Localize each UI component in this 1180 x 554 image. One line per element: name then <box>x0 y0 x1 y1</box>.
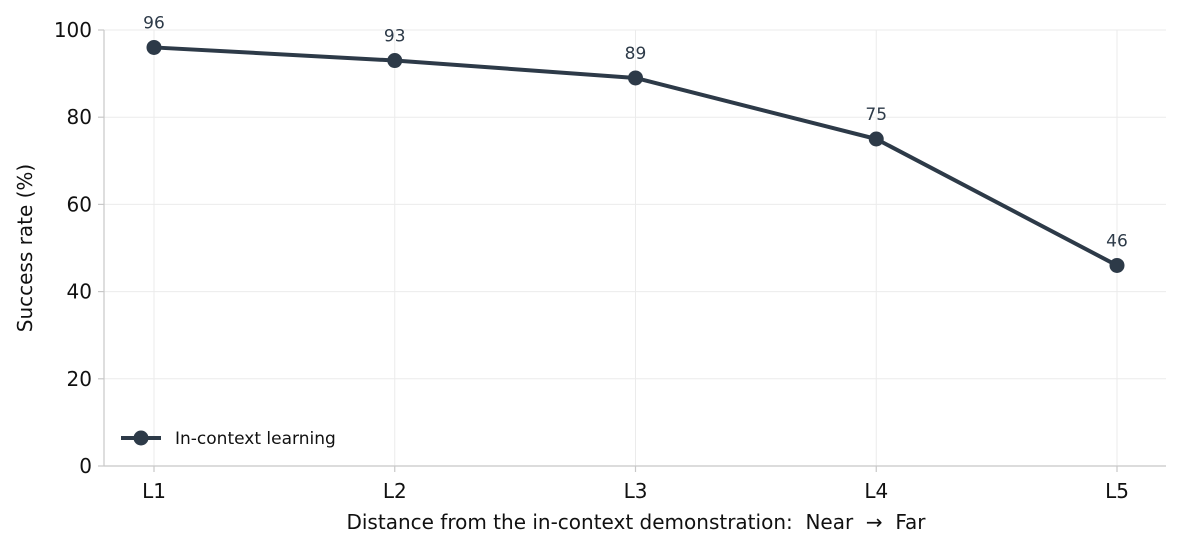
axes: 0 20 40 60 80 100 L1 L2 L3 L4 L5 <box>54 18 1166 503</box>
x-tick-label: L2 <box>383 479 407 503</box>
legend-entry: In-context learning <box>175 429 336 449</box>
data-label: 46 <box>1106 231 1128 251</box>
data-point <box>628 70 643 86</box>
y-tick-label: 40 <box>67 280 92 304</box>
data-point <box>387 53 403 69</box>
y-tick-label: 0 <box>79 454 92 478</box>
grid <box>104 29 1166 467</box>
series-layer <box>146 39 1125 273</box>
data-labels: 96 93 89 75 46 <box>143 13 1128 251</box>
data-point <box>146 39 162 55</box>
y-tick-label: 60 <box>67 192 92 216</box>
data-label: 96 <box>143 13 165 33</box>
y-axis-label: Success rate (%) <box>13 164 37 332</box>
data-point <box>1109 257 1125 273</box>
data-point <box>868 131 884 147</box>
x-tick-label: L4 <box>864 479 888 503</box>
y-tick-label: 100 <box>54 18 92 42</box>
legend-marker-swatch <box>133 430 149 446</box>
x-tick-label: L1 <box>142 479 166 503</box>
data-label: 75 <box>865 105 887 125</box>
y-tick-label: 20 <box>67 367 92 391</box>
x-tick-label: L5 <box>1105 479 1129 503</box>
data-label: 89 <box>625 44 647 64</box>
x-tick-label: L3 <box>624 479 648 503</box>
x-axis-label: Distance from the in-context demonstrati… <box>346 510 926 534</box>
y-tick-label: 80 <box>67 105 92 129</box>
legend: In-context learning <box>121 429 336 449</box>
data-label: 93 <box>384 27 406 47</box>
